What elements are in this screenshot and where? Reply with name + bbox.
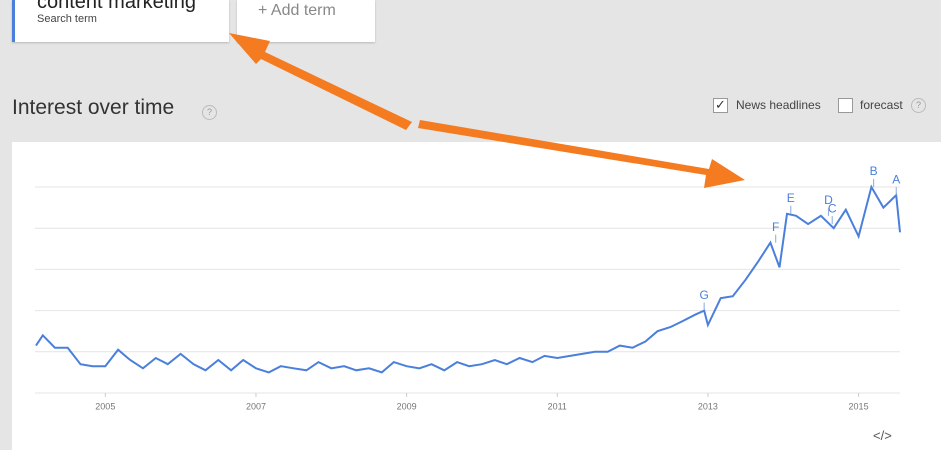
annotation-label: G [699,288,708,302]
x-tick-label: 2015 [849,401,869,411]
annotation-label: B [870,164,878,178]
line [35,184,901,374]
annotation-label: A [892,172,900,186]
chart-panel [12,142,941,450]
add-term[interactable]: + Add term [237,0,375,42]
forecast-label: forecast [860,98,903,112]
embed-icon[interactable]: </> [873,428,892,443]
add-term-label: + Add term [258,2,336,19]
forecast-checkbox[interactable] [838,98,853,113]
arrow [229,33,412,130]
search-subtitle: Search term [37,13,97,25]
x-tick-label: 2009 [397,401,417,411]
annotation-label: F [772,220,779,234]
help-icon[interactable]: ? [202,105,217,120]
x-tick-label: 2013 [698,401,718,411]
x-tick-label: 2011 [548,401,567,411]
annotation-label: E [787,191,795,205]
annotation-label: D [824,193,833,207]
x-tick-label: 2007 [246,401,266,411]
search-card[interactable]: content marketing Search term [12,0,229,42]
help-icon[interactable]: ? [911,98,926,113]
section-title: Interest over time [12,96,175,119]
annotation-label: C [828,201,837,215]
news-label: News headlines [736,98,821,112]
x-tick-label: 2005 [95,401,115,411]
search-term: content marketing [37,0,196,13]
arrow [418,120,745,188]
news-checkbox[interactable]: ✓ [713,98,728,113]
